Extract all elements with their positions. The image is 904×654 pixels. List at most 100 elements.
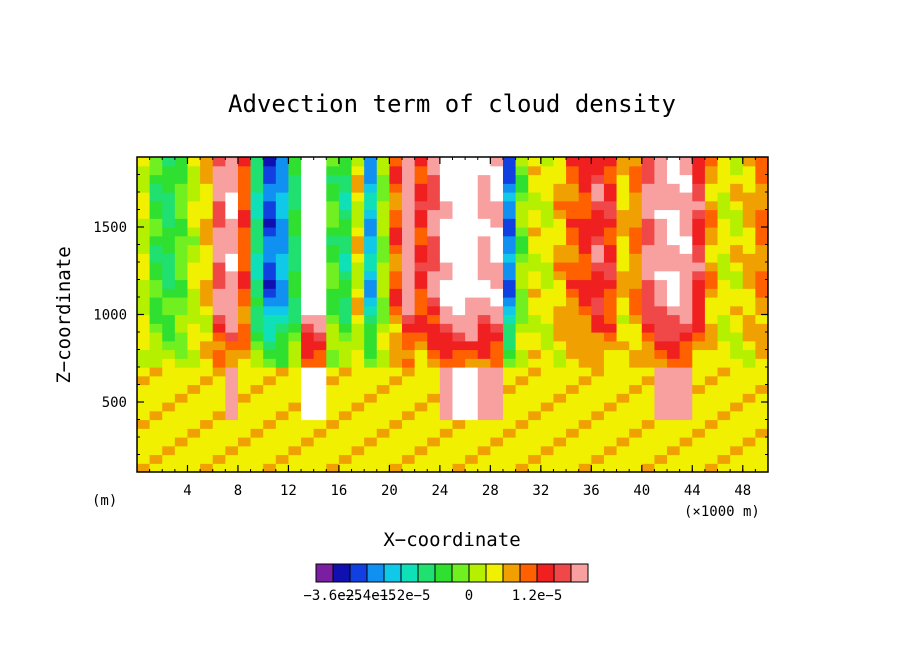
heatmap-cell <box>174 183 189 193</box>
heatmap-cell <box>502 454 517 464</box>
heatmap-cell <box>187 218 201 228</box>
heatmap-cell <box>212 235 226 246</box>
heatmap-cell <box>641 192 656 202</box>
heatmap-cell <box>225 297 239 307</box>
heatmap-cell <box>250 183 264 193</box>
heatmap-cell <box>137 384 151 394</box>
heatmap-cell <box>389 367 403 377</box>
heatmap-cell <box>288 428 302 438</box>
heatmap-cell <box>313 419 327 429</box>
heatmap-cell <box>465 323 479 333</box>
heatmap-cell <box>641 445 656 456</box>
heatmap-cell <box>288 375 302 386</box>
heatmap-cell <box>187 463 201 472</box>
heatmap-cell <box>540 262 555 272</box>
heatmap-cell <box>250 305 264 316</box>
heatmap-cell <box>717 384 731 394</box>
heatmap-cell <box>616 218 630 228</box>
heatmap-cell <box>679 279 693 289</box>
heatmap-cell <box>477 288 491 298</box>
heatmap-cell <box>212 410 226 421</box>
heatmap-cell <box>414 454 428 464</box>
heatmap-cell <box>338 314 353 324</box>
heatmap-cell <box>616 157 630 167</box>
heatmap-cell <box>704 192 719 202</box>
heatmap-cell <box>502 253 517 263</box>
heatmap-cell <box>338 235 353 246</box>
heatmap-cell <box>275 358 290 368</box>
heatmap-cell <box>174 262 189 272</box>
heatmap-cell <box>263 367 277 377</box>
heatmap-cell <box>654 375 668 386</box>
heatmap-cell <box>515 262 529 272</box>
heatmap-cell <box>502 358 517 368</box>
heatmap-cell <box>515 314 529 324</box>
heatmap-cell <box>288 384 302 394</box>
heatmap-cell <box>742 297 756 307</box>
heatmap-cell <box>326 402 340 412</box>
heatmap-cell <box>250 314 264 324</box>
heatmap-cell <box>603 218 618 228</box>
heatmap-cell <box>301 262 315 272</box>
heatmap-cell <box>275 332 290 342</box>
heatmap-cell <box>578 410 592 421</box>
heatmap-cell <box>288 454 302 464</box>
heatmap-cell <box>742 437 756 447</box>
heatmap-cell <box>364 367 378 377</box>
heatmap-cell <box>162 218 176 228</box>
heatmap-cell <box>376 428 390 438</box>
heatmap-cell <box>351 183 365 193</box>
heatmap-cell <box>553 454 567 464</box>
heatmap-cell <box>477 253 491 263</box>
heatmap-cell <box>439 297 454 307</box>
heatmap-cell <box>502 323 517 333</box>
heatmap-cell <box>742 445 756 456</box>
heatmap-cell <box>288 253 302 263</box>
heatmap-cell <box>376 375 390 386</box>
heatmap-cell <box>338 437 353 447</box>
heatmap-cell <box>603 340 618 351</box>
heatmap-cell <box>402 192 416 202</box>
heatmap-cell <box>742 253 756 263</box>
heatmap-cell <box>566 332 580 342</box>
heatmap-cell <box>692 454 706 464</box>
heatmap-cell <box>641 463 656 472</box>
heatmap-cell <box>578 463 592 472</box>
heatmap-cell <box>225 253 239 263</box>
heatmap-cell <box>263 358 277 368</box>
heatmap-cell <box>528 454 542 464</box>
heatmap-cell <box>704 437 719 447</box>
heatmap-cell <box>200 393 214 403</box>
heatmap-cell <box>603 410 618 421</box>
heatmap-cell <box>200 200 214 211</box>
heatmap-cell <box>376 402 390 412</box>
heatmap-cell <box>692 410 706 421</box>
heatmap-cell <box>364 297 378 307</box>
heatmap-cell <box>528 183 542 193</box>
heatmap-cell <box>540 218 555 228</box>
heatmap-cell <box>692 428 706 438</box>
heatmap-cell <box>465 209 479 219</box>
heatmap-cell <box>137 270 151 281</box>
heatmap-cell <box>528 314 542 324</box>
heatmap-cell <box>502 209 517 219</box>
x-tick-label: 32 <box>532 483 549 499</box>
heatmap-cell <box>616 192 630 202</box>
heatmap-cell <box>603 270 618 281</box>
heatmap-cell <box>540 192 555 202</box>
heatmap-cell <box>755 454 768 464</box>
heatmap-cell <box>477 358 491 368</box>
heatmap-cell <box>225 279 239 289</box>
heatmap-cell <box>502 262 517 272</box>
heatmap-cell <box>376 463 390 472</box>
heatmap-cell <box>389 454 403 464</box>
heatmap-cell <box>313 262 327 272</box>
heatmap-cell <box>275 323 290 333</box>
heatmap-cell <box>515 253 529 263</box>
heatmap-cell <box>250 384 264 394</box>
heatmap-cell <box>174 174 189 184</box>
heatmap-cell <box>717 270 731 281</box>
heatmap-cell <box>502 279 517 289</box>
heatmap-cell <box>755 297 768 307</box>
heatmap-cell <box>654 340 668 351</box>
